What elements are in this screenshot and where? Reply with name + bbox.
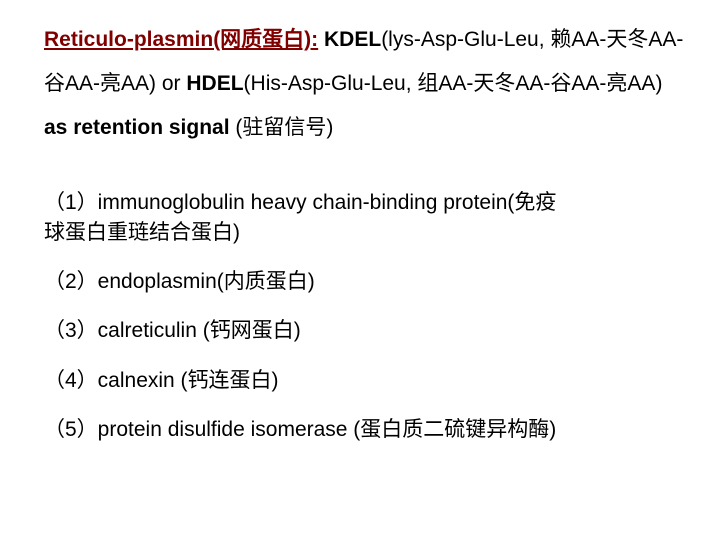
header-paragraph: Reticulo-plasmin(网质蛋白): KDEL(lys-Asp-Glu… bbox=[44, 18, 684, 150]
header-kdel: KDEL bbox=[324, 28, 381, 51]
list-item: （1）immunoglobulin heavy chain-binding pr… bbox=[44, 188, 684, 247]
header-seg-d: (驻留信号) bbox=[230, 116, 334, 139]
list-item: （4）calnexin (钙连蛋白) bbox=[44, 366, 684, 395]
list-item: （5）protein disulfide isomerase (蛋白质二硫键异构… bbox=[44, 415, 684, 444]
item-1-line1: （1）immunoglobulin heavy chain-binding pr… bbox=[44, 191, 556, 214]
item-list: （1）immunoglobulin heavy chain-binding pr… bbox=[44, 188, 684, 444]
header-seg-c: (His-Asp-Glu-Leu, 组AA-天冬AA-谷AA-亮AA) bbox=[244, 72, 663, 95]
item-1-line2: 球蛋白重琏结合蛋白) bbox=[44, 221, 240, 244]
list-item: （3）calreticulin (钙网蛋白) bbox=[44, 316, 684, 345]
header-retention-signal: as retention signal bbox=[44, 116, 230, 139]
header-term: Reticulo-plasmin(网质蛋白): bbox=[44, 28, 318, 51]
slide-page: Reticulo-plasmin(网质蛋白): KDEL(lys-Asp-Glu… bbox=[0, 0, 720, 540]
list-item: （2）endoplasmin(内质蛋白) bbox=[44, 267, 684, 296]
header-hdel: HDEL bbox=[186, 72, 243, 95]
